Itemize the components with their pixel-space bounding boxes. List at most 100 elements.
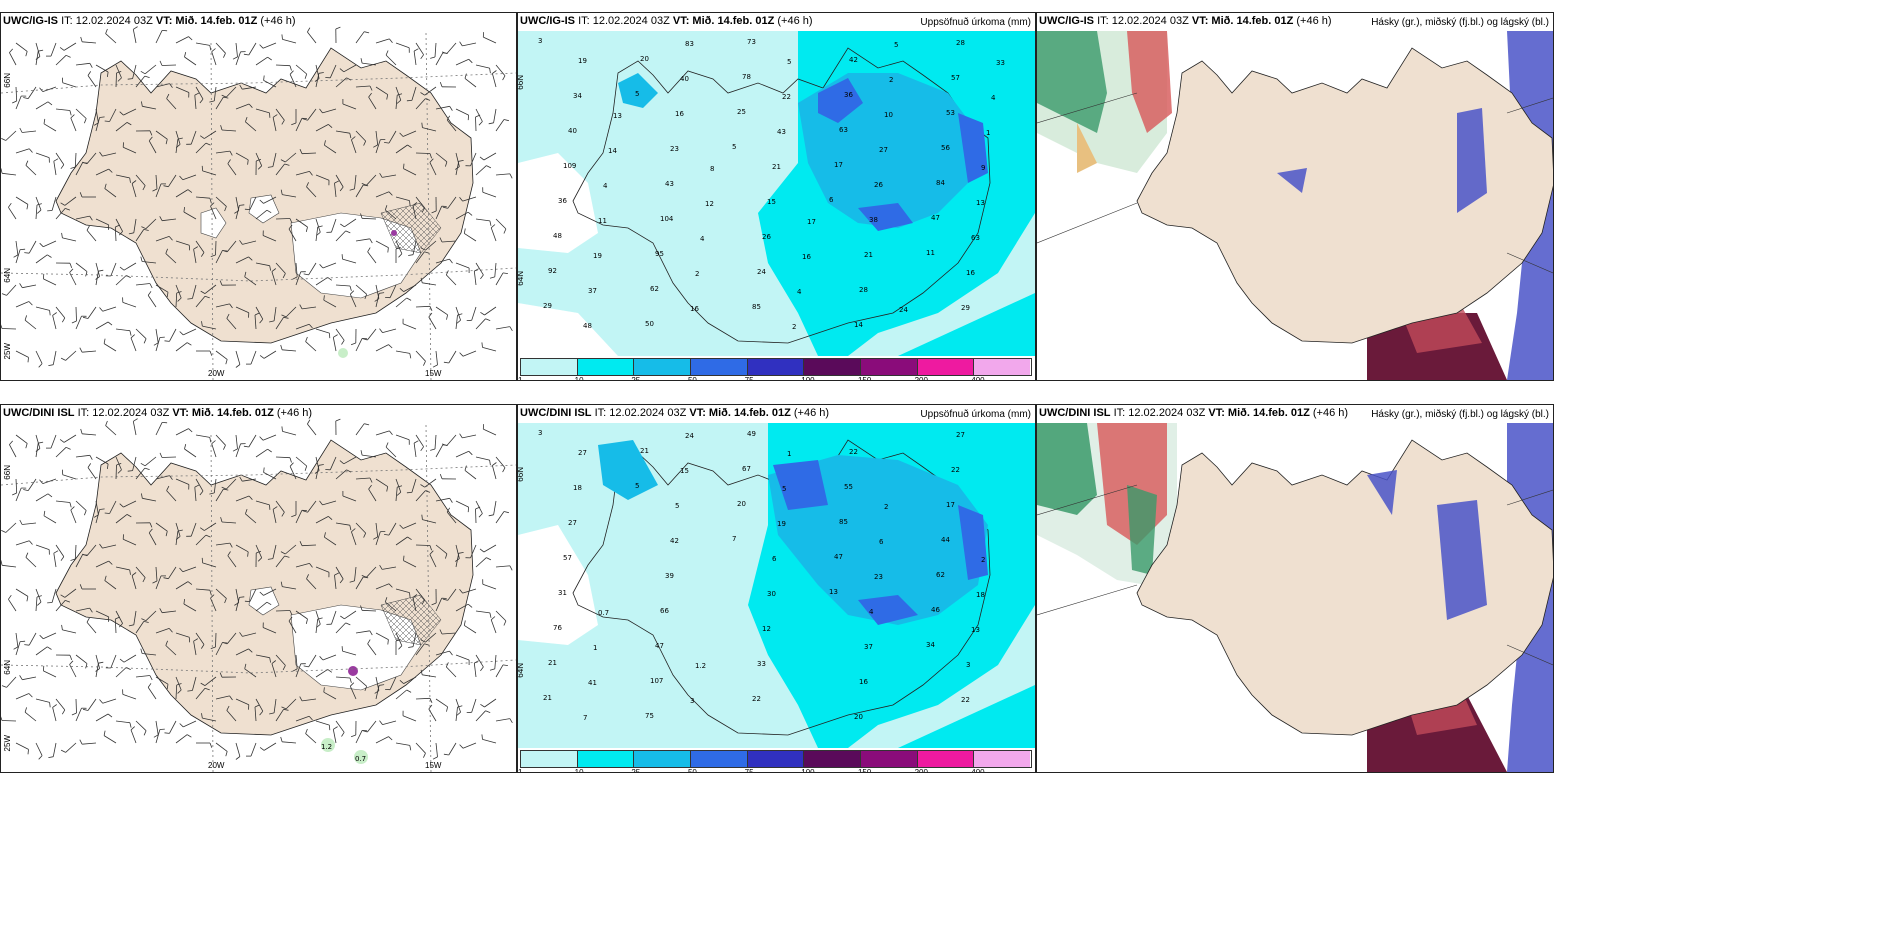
wind-barb-flag [126, 122, 132, 126]
wind-barb-flag [26, 596, 29, 602]
precip-value: 47 [655, 642, 664, 650]
wind-barb-flag [485, 710, 491, 713]
map-igis-clouds [1037, 31, 1553, 380]
precip-value: 23 [670, 145, 679, 153]
wind-barb-flag [254, 312, 260, 316]
wind-barb [175, 240, 190, 246]
wind-barb [315, 516, 329, 524]
wind-barb [415, 305, 431, 308]
wind-barb-flag [304, 465, 308, 471]
wind-barb-flag [227, 551, 231, 556]
wind-barb [349, 294, 357, 308]
wind-barb-flag [324, 140, 326, 146]
wind-barb [428, 708, 437, 722]
wind-barb-flag [399, 132, 404, 137]
wind-barb-flag [267, 166, 273, 168]
wind-barb [235, 698, 249, 706]
wind-barb-flag [149, 283, 153, 289]
map-dini-precip: 3571334212120474621756785627610749554431… [518, 423, 1035, 748]
wind-barb-flag [130, 726, 135, 731]
wind-barb [425, 632, 437, 643]
wind-barb-flag [317, 225, 323, 228]
wind-barb-flag [397, 93, 403, 96]
wind-barb [144, 64, 157, 75]
wind-barb [75, 162, 83, 176]
wind-barb-flag [379, 292, 385, 294]
wind-barb [389, 284, 397, 298]
wind-barb-flag [449, 106, 453, 111]
wind-barb-flag [345, 230, 351, 234]
wind-barb [221, 129, 237, 132]
wind-barb-flag [71, 712, 77, 716]
wind-barb [335, 77, 347, 88]
wind-barb-flag [439, 629, 443, 635]
wind-barb-flag [379, 684, 385, 686]
wind-barb [215, 350, 228, 360]
wind-barb [355, 576, 364, 590]
wind-barb-flag [70, 506, 75, 511]
wind-barb-flag [429, 158, 434, 163]
wind-barb [155, 720, 159, 735]
wind-barb-flag [248, 648, 253, 653]
wind-barb-flag [259, 318, 264, 324]
wind-barb [142, 653, 157, 656]
precip-value: 41 [588, 679, 597, 687]
wind-barb [115, 275, 127, 286]
colorbar-cell: 75 [745, 751, 805, 772]
wind-barb-flag [350, 290, 355, 295]
wind-barb-flag [364, 31, 370, 34]
wind-barb-flag [364, 423, 370, 426]
wind-barb-flag [459, 588, 463, 594]
wind-barb [248, 434, 257, 448]
wind-barb-flag [165, 531, 168, 537]
wind-barb-flag [1, 168, 3, 174]
wind-barb-flag [119, 503, 124, 508]
wind-barb [403, 168, 417, 176]
wind-barb [413, 51, 417, 66]
wind-barb [135, 328, 147, 339]
wind-barb-flag [148, 136, 153, 142]
wind-barb [402, 323, 417, 330]
wind-barb [190, 522, 197, 537]
wind-barb-flag [409, 745, 412, 751]
wind-barb [6, 284, 17, 296]
wind-barb-flag [263, 75, 265, 81]
wind-barb-flag [412, 594, 418, 598]
wind-barb-flag [187, 189, 193, 193]
wind-barb [315, 218, 321, 233]
wind-barb-flag [432, 756, 438, 760]
wind-barb-flag [386, 486, 389, 492]
wind-barb-flag [442, 206, 448, 209]
wind-barb [355, 85, 371, 88]
panel-title: UWC/IG-IS IT: 12.02.2024 03Z VT: Mið. 14… [3, 15, 296, 27]
wind-barb [435, 444, 444, 458]
wind-barb [15, 588, 29, 597]
wind-barb-flag [314, 78, 320, 82]
wind-barb-flag [24, 707, 27, 713]
wind-barb-flag [445, 161, 448, 167]
wind-barb [335, 469, 347, 480]
wind-barb [248, 42, 257, 56]
wind-barb [175, 632, 190, 638]
wind-barb [102, 152, 117, 157]
wind-barb [95, 271, 99, 286]
wind-barb-flag [24, 315, 27, 321]
wind-barb [275, 555, 285, 568]
wind-barb-flag [280, 159, 286, 163]
wind-barb-flag [248, 495, 253, 500]
wind-barb [184, 448, 197, 458]
wind-barb [446, 42, 457, 54]
wind-barb-flag [431, 210, 437, 214]
wind-barb [95, 500, 99, 515]
wind-barb [471, 698, 477, 713]
wind-barb [215, 695, 230, 700]
wind-barb [285, 698, 297, 710]
wind-barb [322, 654, 337, 661]
wind-barb [210, 205, 217, 220]
panel-title: UWC/DINI ISL IT: 12.02.2024 03Z VT: Mið.… [520, 407, 830, 419]
wind-barb [183, 603, 197, 612]
wind-barb-flag [267, 558, 273, 560]
wind-barb-flag [463, 620, 466, 626]
wind-barb-flag [107, 321, 113, 326]
wind-barb [35, 306, 50, 311]
